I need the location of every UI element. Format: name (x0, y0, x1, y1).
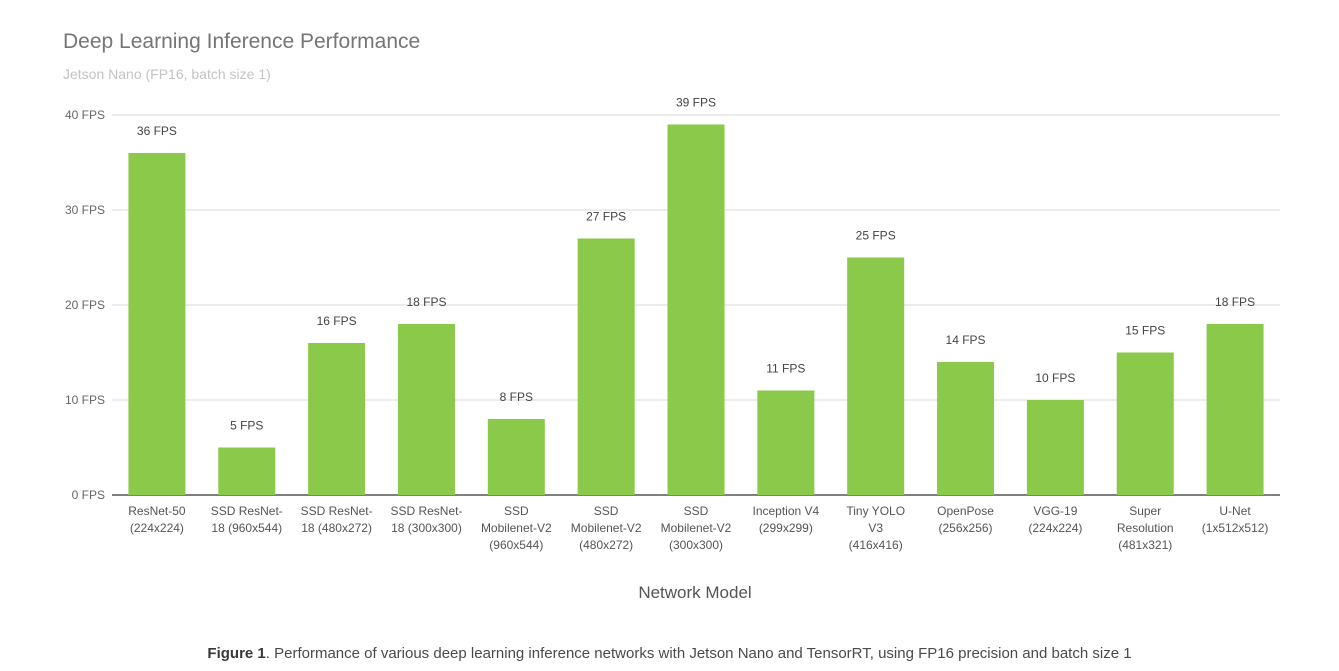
x-tick-label-line: 18 (480x272) (301, 521, 372, 535)
bar (218, 447, 276, 495)
data-label: 39 FPS (676, 96, 716, 110)
bar (1026, 400, 1084, 495)
data-label: 10 FPS (1035, 371, 1075, 385)
x-tick-label-line: (416x416) (849, 538, 903, 552)
bar (757, 390, 815, 495)
x-tick-label-line: SSD ResNet- (211, 504, 283, 518)
x-tick-label-line: (480x272) (579, 538, 633, 552)
y-axis-ticks: 0 FPS 10 FPS 20 FPS 30 FPS 40 FPS (65, 108, 105, 502)
x-tick-label: SSD Mobilenet-V2 (480x272) (571, 504, 642, 552)
y-tick-label: 10 FPS (65, 393, 105, 407)
x-tick-label-line: Resolution (1117, 521, 1174, 535)
y-tick-label: 0 FPS (72, 488, 105, 502)
x-tick-label-line: 18 (300x300) (391, 521, 462, 535)
x-tick-label-line: (1x512x512) (1202, 521, 1269, 535)
data-label: 16 FPS (317, 314, 357, 328)
x-tick-label-line: SSD (504, 504, 529, 518)
x-tick-label: SSD Mobilenet-V2 (300x300) (661, 504, 732, 552)
x-tick-label-line: Mobilenet-V2 (661, 521, 732, 535)
x-axis-title: Network Model (638, 583, 751, 602)
data-label: 18 FPS (1215, 295, 1255, 309)
x-tick-label-line: (256x256) (939, 521, 993, 535)
data-label: 11 FPS (766, 362, 805, 376)
data-label: 36 FPS (137, 124, 177, 138)
x-tick-label-line: SSD ResNet- (390, 504, 462, 518)
y-tick-label: 40 FPS (65, 108, 105, 122)
x-tick-label-line: Tiny YOLO (846, 504, 905, 518)
chart-subtitle: Jetson Nano (FP16, batch size 1) (63, 66, 271, 82)
x-tick-label: U-Net (1x512x512) (1202, 504, 1269, 535)
data-label: 15 FPS (1125, 324, 1165, 338)
bar (487, 419, 545, 495)
bar (667, 124, 725, 495)
x-tick-label: VGG-19 (224x224) (1028, 504, 1082, 535)
bar (128, 153, 186, 495)
x-tick-label-line: Super (1129, 504, 1161, 518)
figure-caption: Figure 1. Performance of various deep le… (0, 645, 1339, 662)
bar-chart: 0 FPS 10 FPS 20 FPS 30 FPS 40 FPS 36 FPS 5 FP… (65, 96, 1280, 602)
x-tick-label: SSD ResNet- 18 (300x300) (390, 504, 462, 535)
x-tick-label-line: SSD (594, 504, 619, 518)
x-tick-label-line: (300x300) (669, 538, 723, 552)
x-tick-label-line: Mobilenet-V2 (571, 521, 642, 535)
x-tick-label: OpenPose (256x256) (937, 504, 994, 535)
x-tick-label: ResNet-50 (224x224) (128, 504, 186, 535)
x-tick-label-line: 18 (960x544) (211, 521, 282, 535)
y-tick-label: 30 FPS (65, 203, 105, 217)
x-tick-label: Inception V4 (299x299) (752, 504, 819, 535)
x-tick-label-line: (299x299) (759, 521, 813, 535)
x-tick-label-line: VGG-19 (1033, 504, 1077, 518)
x-tick-label-line: (481x321) (1118, 538, 1172, 552)
x-tick-label-line: U-Net (1219, 504, 1251, 518)
data-label: 5 FPS (230, 419, 263, 433)
bar (1116, 352, 1174, 495)
x-tick-label-line: Inception V4 (752, 504, 819, 518)
x-axis-ticks: ResNet-50 (224x224) SSD ResNet- 18 (960x544… (128, 504, 1268, 552)
x-tick-label-line: (224x224) (130, 521, 184, 535)
data-labels: 36 FPS 5 FPS 16 FPS 18 FPS 8 FPS 27 FPS 39 FPS… (137, 96, 1255, 433)
x-tick-label-line: V3 (868, 521, 883, 535)
x-tick-label: SSD ResNet- 18 (960x544) (211, 504, 283, 535)
bars (128, 124, 1264, 495)
data-label: 18 FPS (406, 295, 446, 309)
x-tick-label: SSD Mobilenet-V2 (960x544) (481, 504, 552, 552)
bar (1206, 324, 1264, 495)
bar (397, 324, 455, 495)
data-label: 27 FPS (586, 210, 626, 224)
chart-title: Deep Learning Inference Performance (63, 30, 421, 53)
x-tick-label-line: SSD (684, 504, 709, 518)
bar (577, 238, 635, 495)
x-tick-label-line: Mobilenet-V2 (481, 521, 552, 535)
x-tick-label-line: OpenPose (937, 504, 994, 518)
x-tick-label-line: (224x224) (1028, 521, 1082, 535)
x-tick-label-line: ResNet-50 (128, 504, 186, 518)
bar (308, 343, 366, 495)
caption-label: Figure 1 (207, 645, 266, 662)
x-tick-label-line: (960x544) (489, 538, 543, 552)
caption-text: . Performance of various deep learning i… (265, 645, 1132, 662)
x-tick-label: SSD ResNet- 18 (480x272) (301, 504, 373, 535)
x-tick-label: Tiny YOLO V3 (416x416) (846, 504, 905, 552)
y-tick-label: 20 FPS (65, 298, 105, 312)
x-tick-label-line: SSD ResNet- (301, 504, 373, 518)
bar (847, 257, 905, 495)
x-tick-label: Super Resolution (481x321) (1117, 504, 1174, 552)
data-label: 8 FPS (500, 390, 533, 404)
bar (937, 362, 995, 495)
data-label: 14 FPS (946, 333, 986, 347)
data-label: 25 FPS (856, 229, 896, 243)
